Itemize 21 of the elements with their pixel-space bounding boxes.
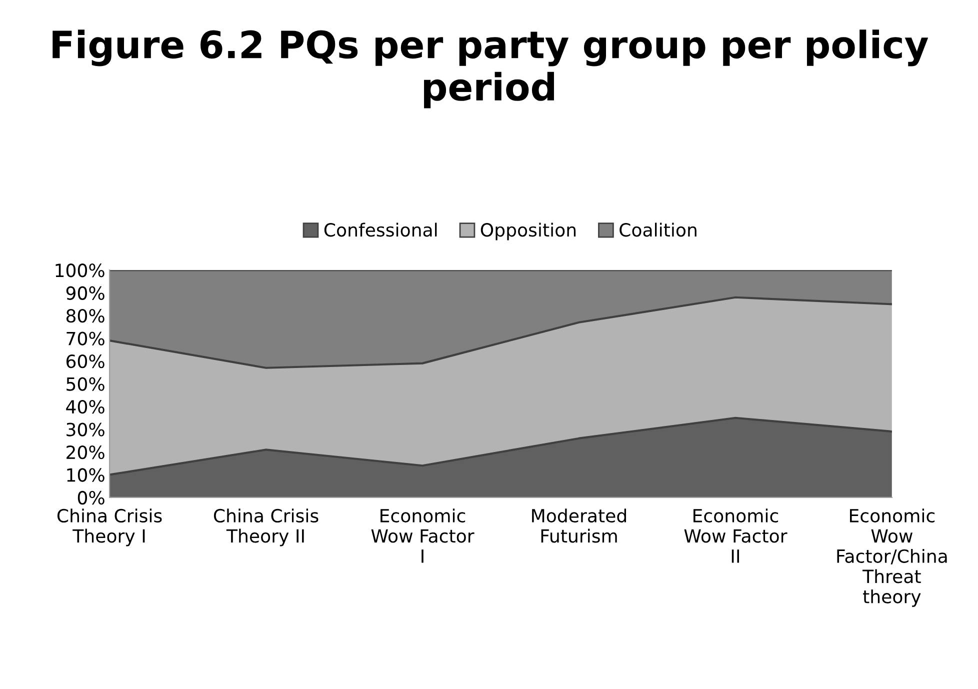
x-tick-label: China Crisis Theory I: [57, 508, 162, 546]
x-tick-label: Moderated Futurism: [532, 508, 626, 543]
x-tick-label: Economic Wow Factor I: [371, 508, 474, 563]
y-tick-label: 100%: [56, 264, 104, 278]
y-tick-label: 30%: [66, 422, 104, 436]
y-tick-label: 10%: [67, 468, 104, 482]
y-tick-label: 50%: [66, 377, 104, 391]
y-tick-label: 90%: [66, 286, 104, 300]
y-tick-label: 20%: [66, 445, 104, 460]
y-tick-label: 0%: [78, 490, 104, 505]
y-tick-label: 80%: [66, 309, 104, 323]
legend-label: Coalition: [620, 222, 696, 237]
x-tick-label: Economic Wow Factor/China Threat theory: [837, 508, 947, 607]
x-tick-label: Economic Wow Factor II: [684, 508, 788, 563]
chart-title: Figure 6.2 PQs per party group per policy period: [52, 30, 928, 108]
y-tick-label: 70%: [66, 332, 104, 346]
legend-label: Confessional: [324, 222, 437, 237]
x-tick-label: China Crisis Theory II: [214, 508, 318, 546]
legend-label: Opposition: [480, 222, 576, 240]
y-tick-label: 60%: [66, 354, 104, 368]
y-tick-label: 40%: [66, 400, 104, 414]
